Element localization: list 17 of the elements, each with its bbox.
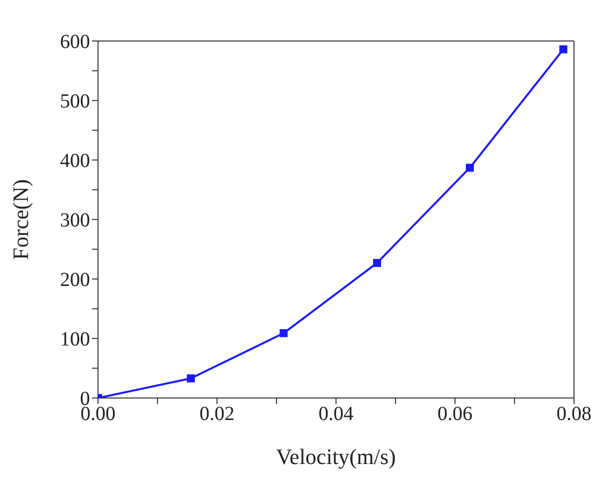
- y-axis-title: Force(N): [8, 179, 33, 260]
- y-tick-label: 200: [60, 269, 90, 292]
- x-axis-title: Velocity(m/s): [276, 444, 396, 469]
- x-tick-label: 0.02: [200, 403, 234, 426]
- y-tick-label: 500: [60, 90, 90, 113]
- point: [559, 45, 568, 54]
- point: [466, 164, 474, 172]
- x-tick-label: 0.04: [318, 403, 354, 426]
- x-tick-label: 0.08: [556, 403, 592, 426]
- point: [373, 258, 382, 267]
- point: [186, 374, 195, 382]
- y-tick-label: 300: [60, 210, 90, 232]
- point: [280, 329, 288, 338]
- y-tick-label: 600: [60, 31, 90, 54]
- y-tick-label: 100: [60, 328, 90, 351]
- x-tick-label: 0.06: [438, 403, 472, 426]
- y-tick-label: 400: [60, 150, 90, 172]
